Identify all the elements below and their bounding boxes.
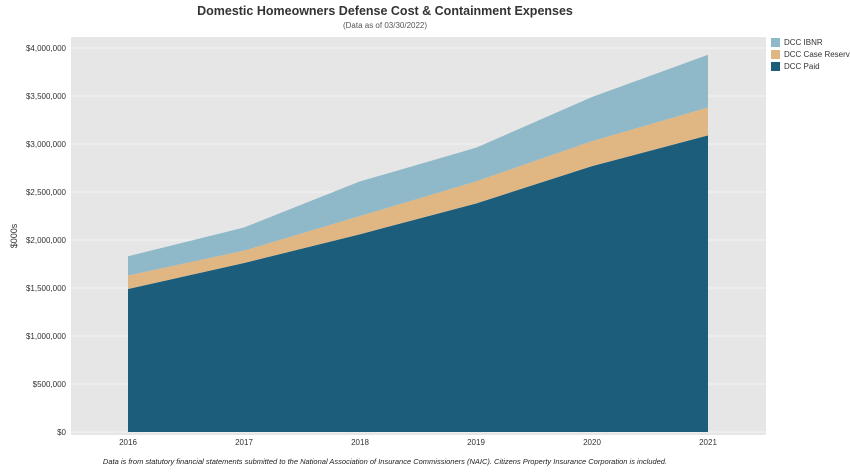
chart-title: Domestic Homeowners Defense Cost & Conta… — [197, 4, 573, 18]
legend-swatch — [771, 61, 780, 71]
y-tick-label: $2,000,000 — [26, 236, 67, 245]
x-tick-label: 2016 — [119, 438, 137, 447]
x-tick-label: 2020 — [583, 438, 601, 447]
legend-label: DCC Paid — [784, 61, 820, 71]
legend-swatch — [771, 49, 780, 59]
y-tick-label: $3,500,000 — [26, 92, 67, 101]
area-dcc-paid — [128, 135, 708, 432]
legend-item: DCC IBNR — [771, 36, 850, 48]
x-tick-label: 2021 — [699, 438, 717, 447]
x-tick-label: 2018 — [351, 438, 369, 447]
legend-swatch — [771, 37, 780, 47]
y-tick-label: $0 — [57, 428, 66, 437]
y-tick-label: $3,000,000 — [26, 140, 67, 149]
x-tick-label: 2017 — [235, 438, 253, 447]
legend-item: DCC Paid — [771, 60, 850, 72]
y-tick-label: $1,500,000 — [26, 284, 67, 293]
y-tick-label: $2,500,000 — [26, 188, 67, 197]
y-tick-label: $4,000,000 — [26, 44, 67, 53]
y-tick-label: $1,000,000 — [26, 332, 67, 341]
area-dcc-case-reserves — [128, 107, 708, 289]
chart-legend: DCC IBNR DCC Case Reserves DCC Paid — [771, 36, 850, 72]
legend-label: DCC Case Reserves — [784, 49, 850, 59]
area-dcc-ibnr — [128, 54, 708, 276]
legend-item: DCC Case Reserves — [771, 48, 850, 60]
y-axis-label: $000s — [9, 223, 19, 248]
x-tick-label: 2019 — [467, 438, 485, 447]
legend-label: DCC IBNR — [784, 37, 823, 47]
chart-subtitle: (Data as of 03/30/2022) — [342, 21, 428, 30]
chart-footnote: Data is from statutory financial stateme… — [102, 457, 668, 466]
y-tick-label: $500,000 — [33, 380, 67, 389]
